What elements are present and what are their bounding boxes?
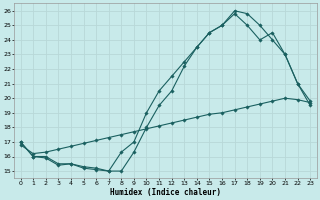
X-axis label: Humidex (Indice chaleur): Humidex (Indice chaleur) xyxy=(110,188,221,197)
